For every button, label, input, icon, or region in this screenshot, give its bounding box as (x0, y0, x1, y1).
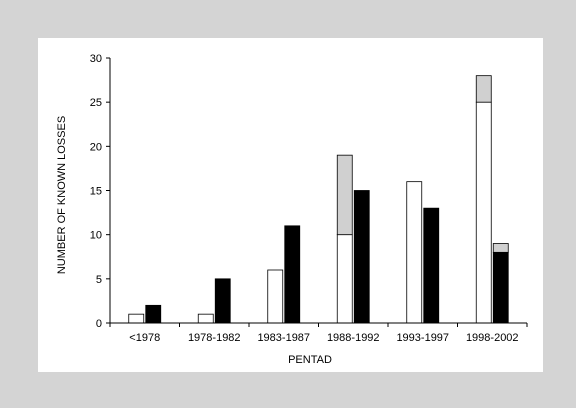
y-tick-label-25: 25 (90, 97, 102, 109)
y-tick-label-20: 20 (90, 141, 102, 153)
x-tick-label-0: <1978 (129, 332, 160, 344)
x-tick-label-2: 1983-1987 (257, 332, 310, 344)
x-tick-label-5: 1998-2002 (466, 332, 519, 344)
bar-2-group-0-segment-0 (267, 269, 284, 324)
bar-2-group-1-segment-0 (284, 225, 301, 324)
y-tick-label-0: 0 (96, 318, 102, 330)
bar-chart: 0 5 10 15 20 25 30 <1978 1978-1982 1983-1987 1988-… (56, 53, 528, 366)
bar-5-group-0-segment-1 (475, 75, 492, 103)
bar-0-group-0-segment-0 (128, 313, 145, 324)
chart-panel: 0 5 10 15 20 25 30 <1978 1978-1982 1983-1987 1988-… (38, 38, 543, 372)
x-axis-title: PENTAD (288, 354, 332, 366)
bar-0-group-1-segment-0 (145, 304, 162, 324)
y-tick-label-5: 5 (96, 274, 102, 286)
bar-4-group-1-segment-0 (423, 207, 440, 324)
x-tick-label-1: 1978-1982 (188, 332, 241, 344)
x-tick-label-4: 1993-1997 (396, 332, 449, 344)
axes-layer: 0 5 10 15 20 25 30 <1978 1978-1982 1983-1987 1988-… (90, 53, 528, 344)
x-tick-label-3: 1988-1992 (327, 332, 380, 344)
y-tick-label-30: 30 (90, 53, 102, 65)
y-tick-label-10: 10 (90, 230, 102, 242)
bar-4-group-0-segment-0 (406, 181, 423, 324)
bar-5-group-1-segment-1 (492, 243, 509, 253)
bars-layer (128, 75, 509, 324)
bar-1-group-0-segment-0 (197, 313, 214, 324)
bar-3-group-0-segment-0 (336, 234, 353, 324)
y-tick-label-15: 15 (90, 186, 102, 198)
bar-3-group-0-segment-1 (336, 154, 353, 236)
bar-5-group-0-segment-0 (475, 101, 492, 324)
bar-5-group-1-segment-0 (492, 251, 509, 324)
bar-3-group-1-segment-0 (353, 190, 370, 324)
bar-1-group-1-segment-0 (214, 278, 231, 324)
y-axis-title: NUMBER OF KNOWN LOSSES (56, 116, 68, 274)
